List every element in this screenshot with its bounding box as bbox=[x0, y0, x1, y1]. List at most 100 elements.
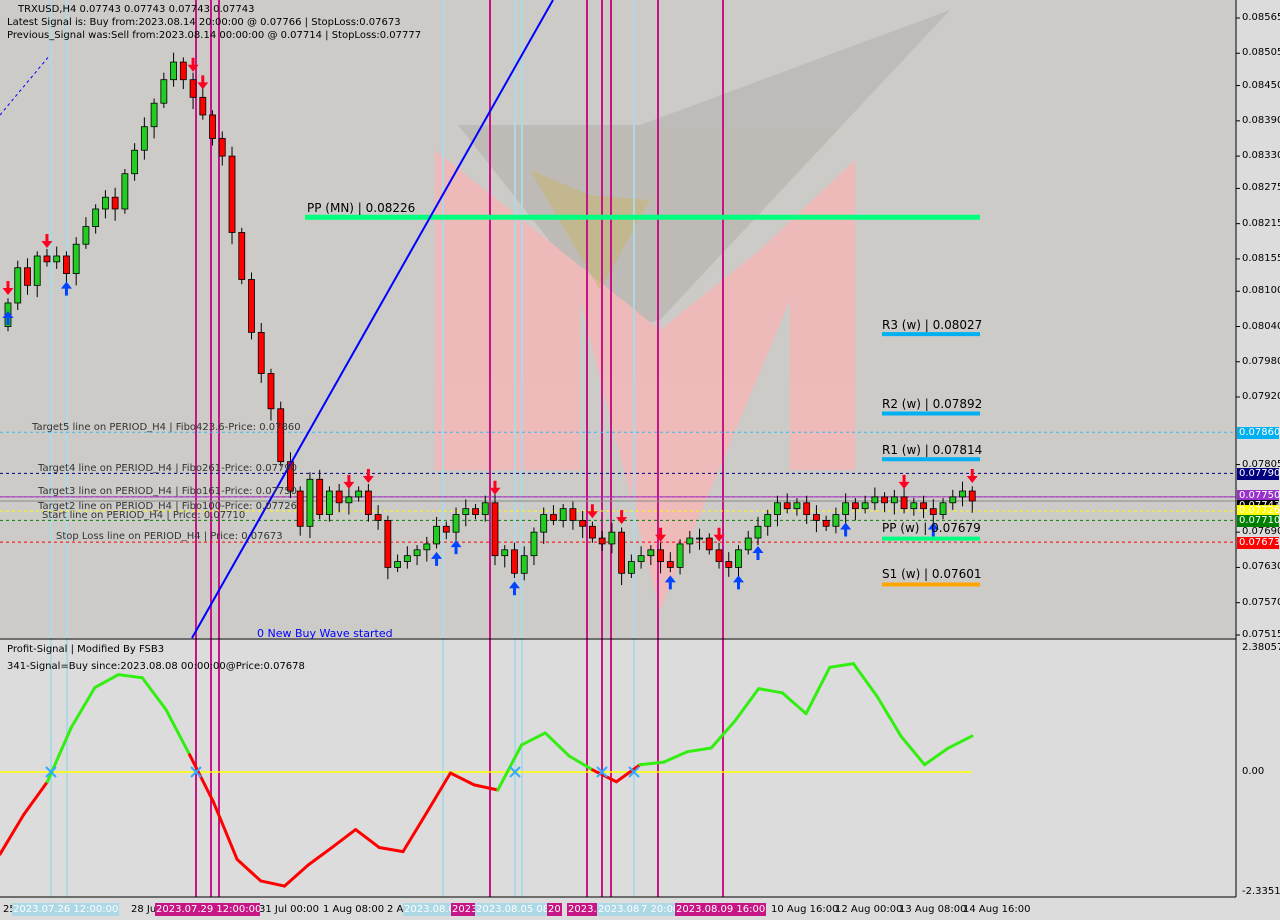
time-tick-label: 20 bbox=[547, 903, 562, 916]
indicator-segment bbox=[330, 828, 358, 850]
candle bbox=[598, 530, 606, 551]
candle bbox=[228, 146, 236, 245]
ind-axis-max: 2.38057 bbox=[1242, 642, 1280, 653]
candle bbox=[326, 486, 333, 522]
ind-axis-min: -2.33512 bbox=[1242, 886, 1280, 897]
candle bbox=[306, 472, 314, 539]
candle bbox=[754, 516, 762, 546]
candle bbox=[851, 498, 859, 521]
sell-arrow-icon bbox=[2, 280, 14, 295]
target4-label: Target4 line on PERIOD_H4 | Fibo261-Pric… bbox=[38, 463, 298, 474]
symbol-ohlc: TRXUSD,H4 0.07743 0.07743 0.07743 0.0774… bbox=[18, 4, 255, 15]
candle bbox=[140, 117, 148, 160]
time-tick-label: 10 Aug 16:00 bbox=[771, 904, 839, 915]
candle bbox=[355, 486, 363, 502]
sell-arrow-icon bbox=[343, 474, 355, 489]
indicator-segment bbox=[472, 783, 500, 792]
signal-cross-icon bbox=[190, 766, 202, 778]
candle bbox=[423, 536, 431, 562]
candle bbox=[647, 545, 655, 566]
candle bbox=[793, 498, 801, 516]
sell-arrow-icon bbox=[197, 75, 209, 90]
time-tick-label: 25 bbox=[3, 904, 16, 915]
candle bbox=[472, 503, 479, 520]
buy-arrow-icon bbox=[450, 540, 462, 555]
candle bbox=[637, 546, 645, 569]
price-box-start: 0.07710 bbox=[1237, 515, 1280, 527]
candle bbox=[627, 554, 635, 579]
candle bbox=[618, 527, 626, 586]
candle bbox=[929, 499, 937, 527]
candle bbox=[72, 237, 80, 286]
candle bbox=[403, 546, 411, 569]
candle bbox=[413, 545, 421, 566]
buy-arrow-icon bbox=[508, 581, 520, 596]
time-tick-label: 2023.07.29 12:00:00 bbox=[155, 903, 260, 916]
time-tick-label: 2023.08.05 08:0 bbox=[475, 903, 549, 916]
indicator-segment bbox=[828, 662, 855, 669]
candle bbox=[248, 272, 255, 340]
r1-w-label: R1 (w) | 0.07814 bbox=[882, 443, 983, 457]
buy-arrow-icon bbox=[2, 310, 14, 325]
indicator-title: Profit-Signal | Modified By FSB3 bbox=[7, 644, 165, 655]
candle bbox=[569, 501, 577, 530]
stoploss-label: Stop Loss line on PERIOD_H4 | Price: 0.0… bbox=[56, 531, 283, 542]
latest-signal-text: Latest Signal is: Buy from:2023.08.14 20… bbox=[7, 17, 401, 28]
candle bbox=[657, 542, 664, 574]
price-tick-label: 0.08040 bbox=[1242, 320, 1280, 332]
trendline[interactable] bbox=[191, 0, 554, 639]
buy-arrow-icon bbox=[431, 551, 443, 566]
indicator-segment bbox=[733, 687, 761, 723]
candle bbox=[257, 322, 265, 383]
indicator-segment bbox=[69, 686, 97, 730]
sell-arrow-icon bbox=[966, 469, 978, 484]
candle bbox=[744, 530, 752, 555]
candle bbox=[696, 528, 703, 550]
indicator-segment bbox=[686, 746, 713, 754]
target3-label: Target3 line on PERIOD_H4 | Fibo161-Pric… bbox=[38, 486, 298, 497]
candle bbox=[900, 487, 908, 514]
candle bbox=[452, 507, 460, 542]
candle bbox=[589, 521, 596, 543]
price-box-target5: 0.07860 bbox=[1237, 427, 1280, 439]
candle bbox=[774, 495, 781, 527]
price-tick-label: 0.07805 bbox=[1242, 458, 1280, 470]
candle bbox=[394, 554, 402, 573]
signal-cross-icon bbox=[596, 766, 608, 778]
candle bbox=[111, 187, 119, 221]
candle bbox=[92, 204, 100, 234]
price-tick-label: 0.08390 bbox=[1242, 114, 1280, 126]
indicator-segment bbox=[259, 879, 286, 888]
candle bbox=[209, 110, 216, 146]
sell-arrow-icon bbox=[41, 233, 53, 248]
sell-arrow-icon bbox=[362, 469, 374, 484]
sell-arrow-icon bbox=[655, 527, 667, 542]
candle bbox=[442, 521, 450, 540]
candle bbox=[481, 495, 489, 522]
wave-text: 0 New Buy Wave started bbox=[257, 627, 393, 640]
indicator-segment bbox=[638, 760, 666, 767]
candle bbox=[33, 251, 41, 298]
sell-arrow-icon bbox=[616, 510, 628, 525]
candle bbox=[676, 539, 684, 575]
trendlines bbox=[0, 0, 554, 639]
indicator-segment bbox=[520, 731, 547, 747]
buy-arrow-icon bbox=[927, 522, 939, 537]
indicator-segment bbox=[22, 780, 49, 817]
candle bbox=[199, 87, 207, 120]
indicator-segment bbox=[448, 771, 476, 787]
candle bbox=[890, 489, 898, 515]
price-box-target4: 0.07790 bbox=[1237, 468, 1280, 480]
price-tick-label: 0.07920 bbox=[1242, 391, 1280, 402]
ind-axis-zero: 0.00 bbox=[1242, 766, 1265, 777]
indicator-segment bbox=[543, 731, 571, 758]
s1-w-label: S1 (w) | 0.07601 bbox=[882, 567, 982, 581]
indicator-segment bbox=[354, 828, 381, 850]
start-label: Start line on PERIOD_H4 | Price: 0.07710 bbox=[42, 510, 246, 521]
buy-arrow-icon bbox=[60, 281, 72, 296]
time-tick-label: 7 20:00 bbox=[640, 903, 677, 916]
pp-w-label: PP (w) | 0.07679 bbox=[882, 521, 981, 535]
candle bbox=[43, 248, 51, 267]
trendline-dashed[interactable] bbox=[0, 54, 51, 116]
candle bbox=[189, 72, 197, 110]
